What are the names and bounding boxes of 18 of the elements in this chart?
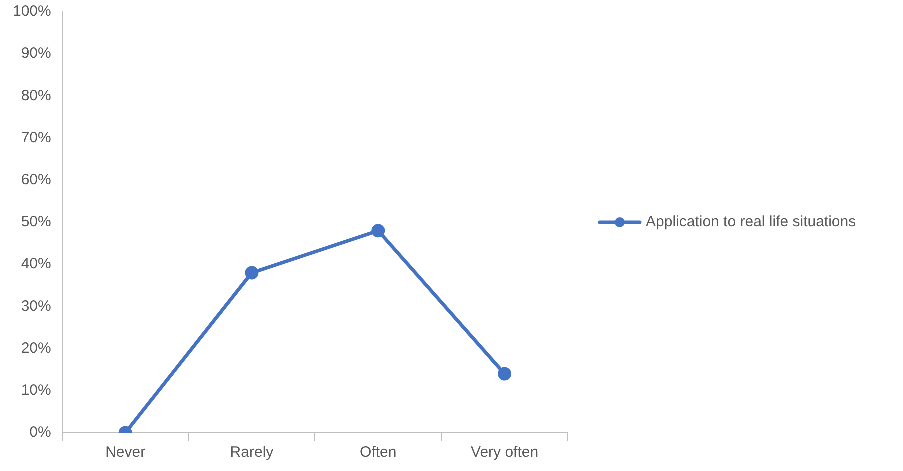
y-tick-label: 100% [12,3,52,20]
x-tick-label: Often [360,444,397,462]
y-tick-label: 90% [21,45,52,62]
y-tick-label: 0% [30,424,52,442]
y-tick-label: 30% [21,298,52,315]
y-tick-label: 20% [21,340,52,357]
y-tick-label: 70% [21,129,52,146]
x-tick-label: Very often [471,444,539,462]
legend-label: Application to real life situations [646,214,856,231]
y-tick-label: 60% [21,172,52,189]
y-tick-label: 50% [21,214,52,231]
point [372,224,386,238]
x-tick-label: Never [106,444,146,462]
y-tick-label: 40% [21,256,52,273]
y-tick-label: 80% [21,87,52,104]
point [245,266,259,280]
y-tick-label: 10% [21,382,52,400]
x-tick-label: Rarely [230,444,274,462]
